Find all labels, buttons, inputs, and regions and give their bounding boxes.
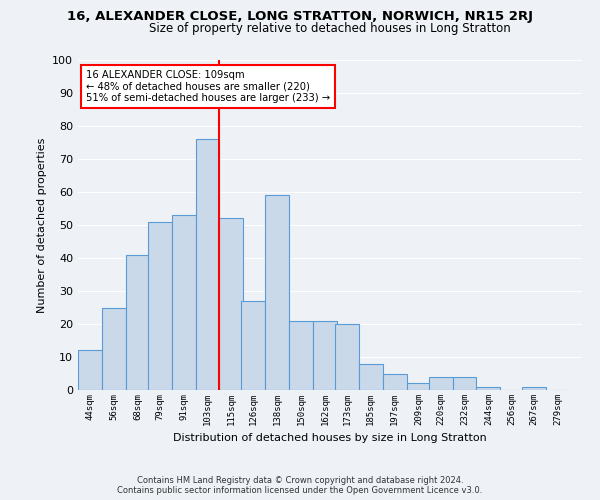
Bar — [196, 139, 220, 390]
Bar — [265, 196, 289, 390]
Bar — [148, 222, 172, 390]
Bar — [126, 254, 150, 390]
Bar — [428, 377, 452, 390]
Y-axis label: Number of detached properties: Number of detached properties — [37, 138, 47, 312]
Bar — [335, 324, 359, 390]
Bar — [452, 377, 476, 390]
Text: 16, ALEXANDER CLOSE, LONG STRATTON, NORWICH, NR15 2RJ: 16, ALEXANDER CLOSE, LONG STRATTON, NORW… — [67, 10, 533, 23]
Bar — [172, 215, 196, 390]
Bar — [289, 320, 313, 390]
Bar — [78, 350, 102, 390]
Bar — [359, 364, 383, 390]
Bar — [522, 386, 546, 390]
X-axis label: Distribution of detached houses by size in Long Stratton: Distribution of detached houses by size … — [173, 434, 487, 444]
Bar — [241, 301, 265, 390]
Bar — [476, 386, 500, 390]
Text: Contains HM Land Registry data © Crown copyright and database right 2024.
Contai: Contains HM Land Registry data © Crown c… — [118, 476, 482, 495]
Text: 16 ALEXANDER CLOSE: 109sqm
← 48% of detached houses are smaller (220)
51% of sem: 16 ALEXANDER CLOSE: 109sqm ← 48% of deta… — [86, 70, 330, 103]
Bar — [407, 384, 431, 390]
Bar — [383, 374, 407, 390]
Bar — [102, 308, 126, 390]
Bar — [313, 320, 337, 390]
Bar — [220, 218, 244, 390]
Title: Size of property relative to detached houses in Long Stratton: Size of property relative to detached ho… — [149, 22, 511, 35]
